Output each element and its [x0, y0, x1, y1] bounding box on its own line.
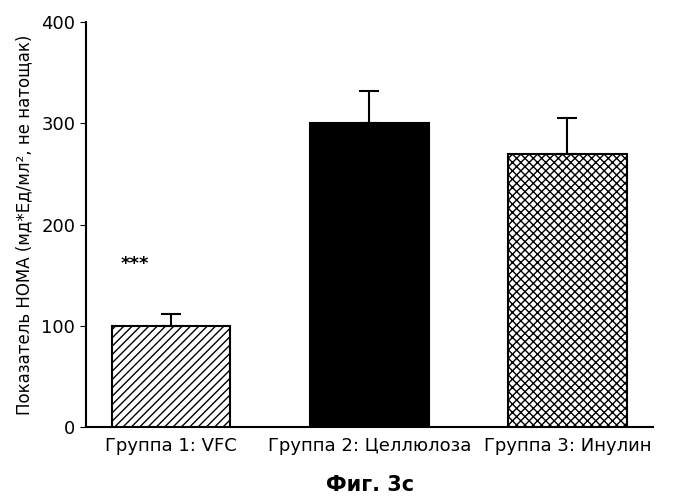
Bar	[112, 326, 230, 428]
Bar	[508, 154, 627, 428]
Text: ***: ***	[121, 256, 149, 274]
Bar	[310, 124, 429, 428]
Y-axis label: Показатель НОМА (мд*Ед/мл², не натощак): Показатель НОМА (мд*Ед/мл², не натощак)	[15, 34, 33, 415]
Text: Фиг. 3с: Фиг. 3с	[326, 475, 414, 495]
